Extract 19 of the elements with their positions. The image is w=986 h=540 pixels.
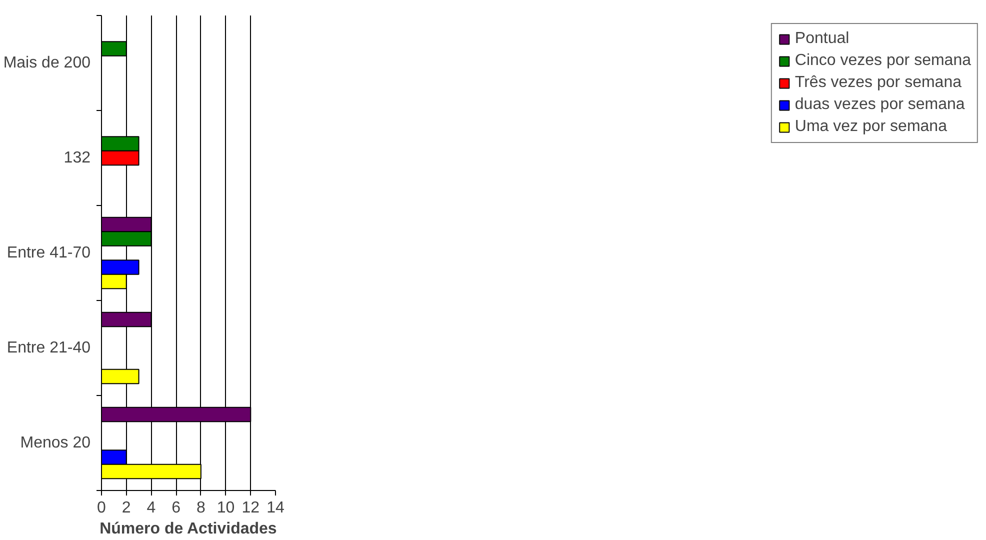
x-tick-label: 12 <box>242 500 260 516</box>
legend-label: Uma vez por semana <box>794 118 947 136</box>
y-tick-label: Entre 41-70 <box>6 244 91 262</box>
legend-label: duas vezes por semana <box>794 96 965 114</box>
y-tick-label: Entre 21-40 <box>6 340 91 356</box>
x-axis-title: Número de Actividades <box>100 520 277 538</box>
y-tick-label: Mais de 200 <box>3 54 91 72</box>
legend-label: Pontual <box>794 30 850 48</box>
y-tick-label: Menos 20 <box>20 434 91 452</box>
x-tick-label: 6 <box>172 500 181 516</box>
legend-label: Cinco vezes por semana <box>794 52 971 70</box>
x-tick-label: 0 <box>97 500 106 516</box>
x-tick-label: 14 <box>266 500 284 516</box>
y-tick-label: 132 <box>64 150 91 166</box>
x-tick-label: 10 <box>216 500 235 516</box>
x-tick-label: 4 <box>146 500 156 516</box>
legend-label: Três vezes por semana <box>794 74 962 92</box>
x-tick-label: 2 <box>122 500 131 516</box>
x-tick-label: 8 <box>196 500 206 516</box>
